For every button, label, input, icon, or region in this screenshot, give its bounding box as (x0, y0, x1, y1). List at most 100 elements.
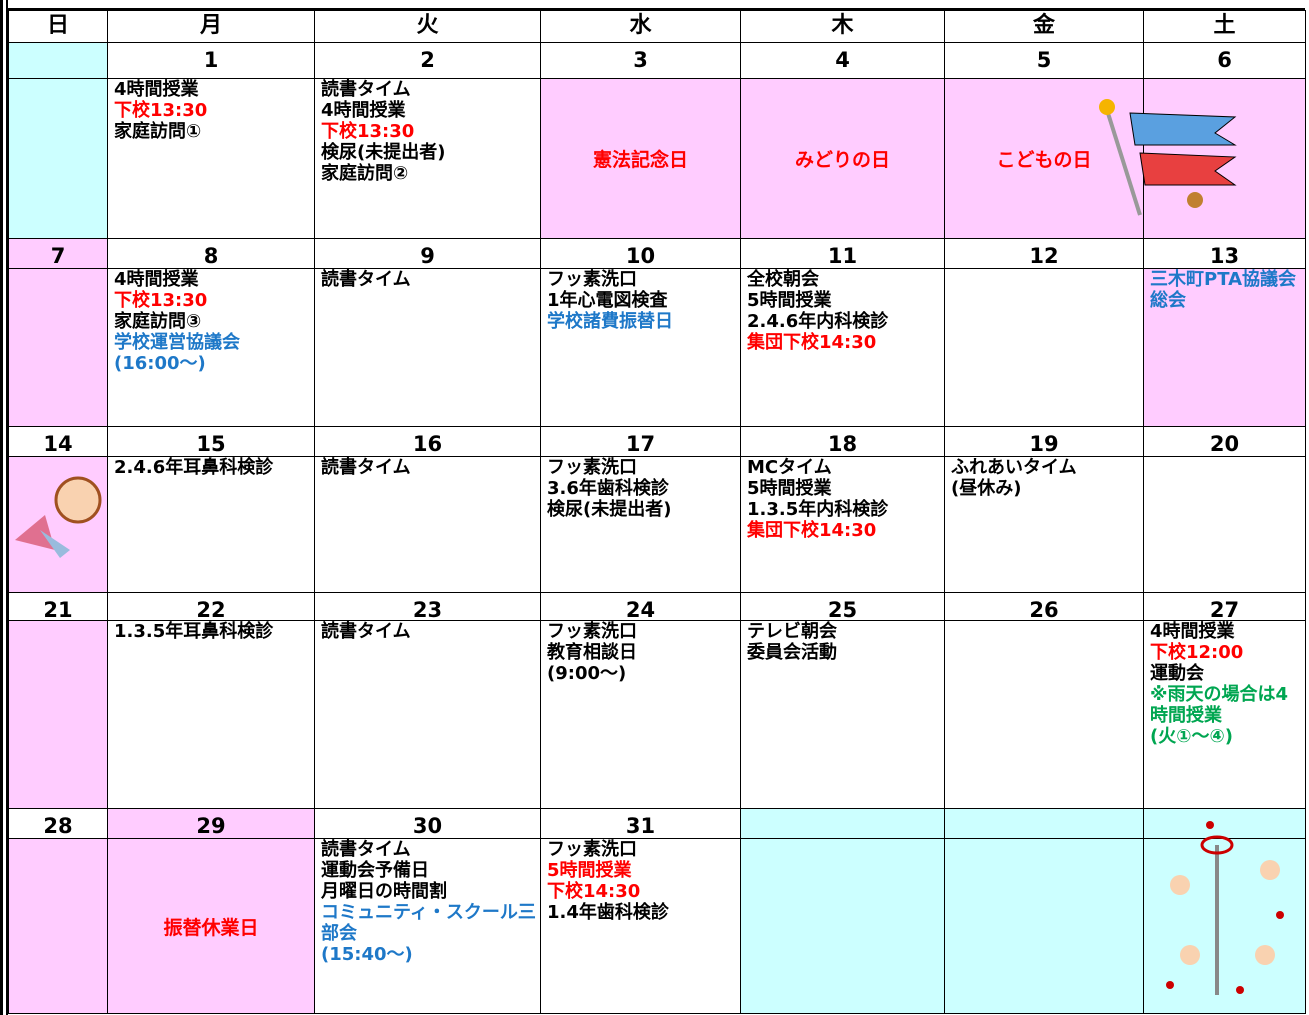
event-text: 委員会活動 (747, 642, 837, 663)
date-number: 21 (43, 598, 73, 622)
date-cell: 8 (107, 238, 315, 269)
date-number: 4 (835, 48, 850, 72)
date-number: 12 (1029, 244, 1059, 268)
date-number: 14 (43, 432, 73, 456)
event-text: 5時間授業 (747, 290, 832, 311)
date-cell: 4 (740, 42, 945, 79)
event-text: 1.4年歯科検診 (547, 902, 669, 923)
date-number: 20 (1209, 432, 1240, 456)
date-number: 28 (43, 814, 73, 838)
weekday-header: 木 (740, 10, 945, 43)
date-cell: 23 (314, 592, 541, 622)
date-cell (1143, 808, 1306, 839)
event-text: 読書タイム (321, 457, 411, 478)
holiday-label: こどもの日 (996, 149, 1092, 171)
day-cell: 三木町PTA協議会総会 (1143, 268, 1306, 427)
date-cell: 26 (944, 592, 1144, 622)
date-cell: 5 (944, 42, 1144, 79)
date-number: 1 (203, 48, 219, 72)
day-cell: 憲法記念日 (540, 78, 741, 239)
event-text: フッ素洗口 (547, 839, 637, 860)
date-number: 24 (625, 598, 656, 622)
event-text: (9:00～) (547, 663, 627, 684)
event-text: ※雨天の場合は4時間授業 (1150, 684, 1289, 726)
mother-icon (15, 476, 102, 558)
holiday-label: 振替休業日 (163, 916, 259, 939)
day-cell: みどりの日 (740, 78, 945, 239)
date-cell: 15 (107, 426, 315, 457)
weekday-label: 土 (1213, 13, 1236, 38)
event-text: 検尿(未提出者) (321, 142, 446, 163)
date-cell: 22 (107, 592, 315, 622)
event-text: 読書タイム (321, 79, 411, 100)
day-cell (1143, 456, 1306, 593)
date-number: 7 (50, 244, 66, 268)
date-number: 22 (196, 598, 226, 622)
date-number: 30 (412, 814, 443, 838)
day-cell: 読書タイム 4時間授業 下校13:30 検尿(未提出者) 家庭訪問② (314, 78, 541, 239)
date-cell (740, 808, 945, 839)
date-cell: 30 (314, 808, 541, 839)
border (8, 8, 1305, 10)
event-text: 月曜日の時間割 (321, 881, 447, 902)
event-text: 家庭訪問① (114, 121, 202, 142)
event-text: 運動会予備日 (321, 860, 429, 881)
date-cell: 14 (8, 426, 108, 457)
event-text: 読書タイム (321, 621, 411, 642)
event-text: 4時間授業 (114, 269, 199, 290)
date-number: 9 (420, 244, 435, 268)
day-cell: ふれあいタイム (昼休み) (944, 456, 1144, 593)
day-cell: 振替休業日 (107, 838, 315, 1014)
date-number: 19 (1029, 432, 1059, 456)
day-cell: 4時間授業 下校13:30 家庭訪問③ 学校運営協議会 (16:00～) (107, 268, 315, 427)
event-text: 4時間授業 (321, 100, 406, 121)
event-text: 下校13:30 (114, 290, 208, 311)
date-number: 23 (412, 598, 443, 622)
date-number: 10 (625, 244, 656, 268)
event-text: 下校12:00 (1150, 642, 1244, 663)
event-text: 読書タイム (321, 839, 411, 860)
weekday-label: 木 (831, 13, 854, 38)
event-text: 1.3.5年耳鼻科検診 (114, 621, 274, 642)
date-cell: 7 (8, 238, 108, 269)
event-text: (16:00～) (114, 353, 206, 374)
day-cell (8, 838, 108, 1014)
date-number: 13 (1209, 244, 1240, 268)
event-text: 4時間授業 (1150, 621, 1235, 642)
date-cell: 9 (314, 238, 541, 269)
date-cell: 20 (1143, 426, 1306, 457)
day-cell: テレビ朝会 委員会活動 (740, 620, 945, 809)
day-cell: フッ素洗口 1年心電図検査 学校諸費振替日 (540, 268, 741, 427)
event-text: 読書タイム (321, 269, 411, 290)
day-cell (8, 620, 108, 809)
event-text: 三木町PTA協議会総会 (1150, 269, 1297, 311)
event-text: (15:40～) (321, 944, 413, 965)
day-cell: 読書タイム (314, 268, 541, 427)
date-number: 5 (1036, 48, 1052, 72)
day-cell: 全校朝会 5時間授業 2.4.6年内科検診 集団下校14:30 (740, 268, 945, 427)
day-cell (740, 838, 945, 1014)
event-text: ふれあいタイム (951, 457, 1077, 478)
event-text: 集団下校14:30 (747, 520, 877, 541)
event-text: 家庭訪問② (321, 163, 409, 184)
date-number: 6 (1217, 48, 1232, 72)
border (0, 0, 3, 1015)
day-cell: 4時間授業 下校13:30 家庭訪問① (107, 78, 315, 239)
date-cell: 1 (107, 42, 315, 79)
date-cell: 16 (314, 426, 541, 457)
date-cell: 28 (8, 808, 108, 839)
day-cell (8, 268, 108, 427)
event-text: 全校朝会 (747, 269, 819, 290)
date-number: 31 (625, 814, 656, 838)
event-text: 下校13:30 (321, 121, 415, 142)
event-text: 学校諸費振替日 (547, 311, 673, 332)
event-text: 学校運営協議会 (114, 332, 240, 353)
date-number: 16 (412, 432, 443, 456)
day-cell: 4時間授業 下校12:00 運動会 ※雨天の場合は4時間授業 (火①～④) (1143, 620, 1306, 809)
holiday-label: みどりの日 (794, 149, 890, 171)
event-text: (昼休み) (951, 478, 1022, 499)
date-cell (8, 42, 108, 79)
date-cell: 11 (740, 238, 945, 269)
date-number: 26 (1029, 598, 1059, 622)
